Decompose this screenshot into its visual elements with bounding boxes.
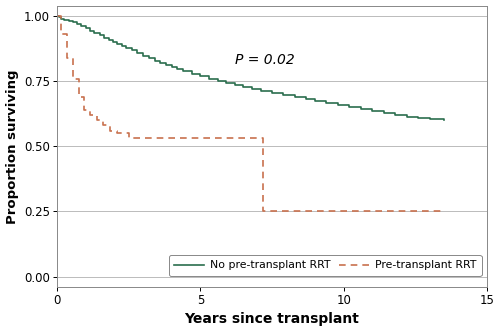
Y-axis label: Proportion surviving: Proportion surviving bbox=[6, 69, 18, 223]
Text: P = 0.02: P = 0.02 bbox=[235, 53, 294, 67]
X-axis label: Years since transplant: Years since transplant bbox=[184, 312, 360, 326]
Legend: No pre-transplant RRT, Pre-transplant RRT: No pre-transplant RRT, Pre-transplant RR… bbox=[168, 255, 481, 276]
